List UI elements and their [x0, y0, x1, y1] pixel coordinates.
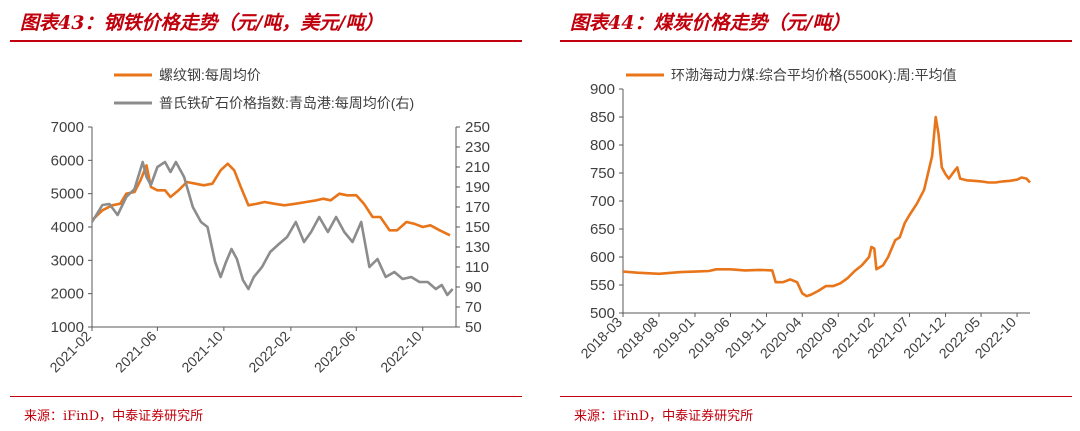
series-line-1	[622, 115, 1031, 298]
y-tick-label: 500	[590, 305, 615, 322]
x-tick-label: 2021-06	[112, 328, 160, 376]
title-divider	[10, 40, 522, 42]
y2-tick-label: 210	[465, 159, 490, 176]
series-line-2	[90, 160, 454, 297]
legend-label: 环渤海动力煤:综合平均价格(5500K):周:平均值	[671, 67, 956, 83]
y-tick-label: 6000	[51, 152, 84, 169]
legend-label: 螺纹钢:每周均价	[159, 67, 261, 83]
y-tick-label: 550	[590, 277, 615, 294]
y-tick-label: 750	[590, 165, 615, 182]
y-tick-label: 4000	[51, 219, 84, 236]
y-tick-label: 2000	[51, 286, 84, 303]
source-note: 来源：iFinD，中泰证券研究所	[574, 409, 754, 424]
y-tick-label: 7000	[51, 119, 84, 136]
y-tick-label: 850	[590, 109, 615, 126]
y2-tick-label: 110	[465, 259, 489, 276]
x-tick-label: 2022-06	[311, 328, 359, 376]
y-tick-label: 650	[590, 221, 615, 238]
x-tick-label: 2021-10	[178, 328, 226, 376]
y-tick-label: 600	[590, 249, 615, 266]
y2-tick-label: 170	[465, 199, 490, 216]
series-line-1	[91, 162, 451, 237]
x-tick-label: 2022-02	[245, 328, 293, 376]
y2-tick-label: 130	[465, 239, 490, 256]
y2-tick-label: 50	[465, 319, 482, 336]
y2-tick-label: 70	[465, 299, 482, 316]
coal-price-chart: 5005506006507007508008509002018-032018-0…	[577, 67, 1031, 361]
title-divider	[560, 40, 1072, 42]
y2-tick-label: 230	[465, 139, 490, 156]
y-tick-label: 5000	[51, 186, 84, 203]
source-note: 来源：iFinD，中泰证券研究所	[24, 409, 204, 424]
coal-price-panel: 图表44：煤炭价格走势（元/吨） 500 550 600 650 700 750 800 85…	[550, 0, 1080, 431]
y-tick-label: 900	[590, 81, 615, 98]
steel-price-chart: 1000 2000 3000 4000 5000 6000 7000 50 70 90 110 130…	[46, 67, 490, 376]
y2-tick-label: 250	[465, 119, 490, 136]
legend-label: 普氏铁矿石价格指数:青岛港:每周均价(右)	[159, 95, 414, 111]
y-tick-label: 700	[590, 193, 615, 210]
y2-tick-label: 90	[465, 279, 482, 296]
footer-divider	[560, 396, 1072, 397]
footer-divider	[10, 396, 522, 397]
panel-title: 图表43：钢铁价格走势（元/吨，美元/吨）	[20, 12, 384, 34]
y-tick-label: 1000	[51, 319, 84, 336]
x-tick-label: 2022-10	[377, 328, 425, 376]
steel-price-panel: 图表43：钢铁价格走势（元/吨，美元/吨） 1000 2000 3000 4000 50…	[0, 0, 530, 431]
y2-tick-label: 190	[465, 179, 490, 196]
y-tick-label: 3000	[51, 252, 84, 269]
y-tick-label: 800	[590, 137, 615, 154]
y2-tick-label: 150	[465, 219, 490, 236]
panel-title: 图表44：煤炭价格走势（元/吨）	[570, 12, 851, 34]
